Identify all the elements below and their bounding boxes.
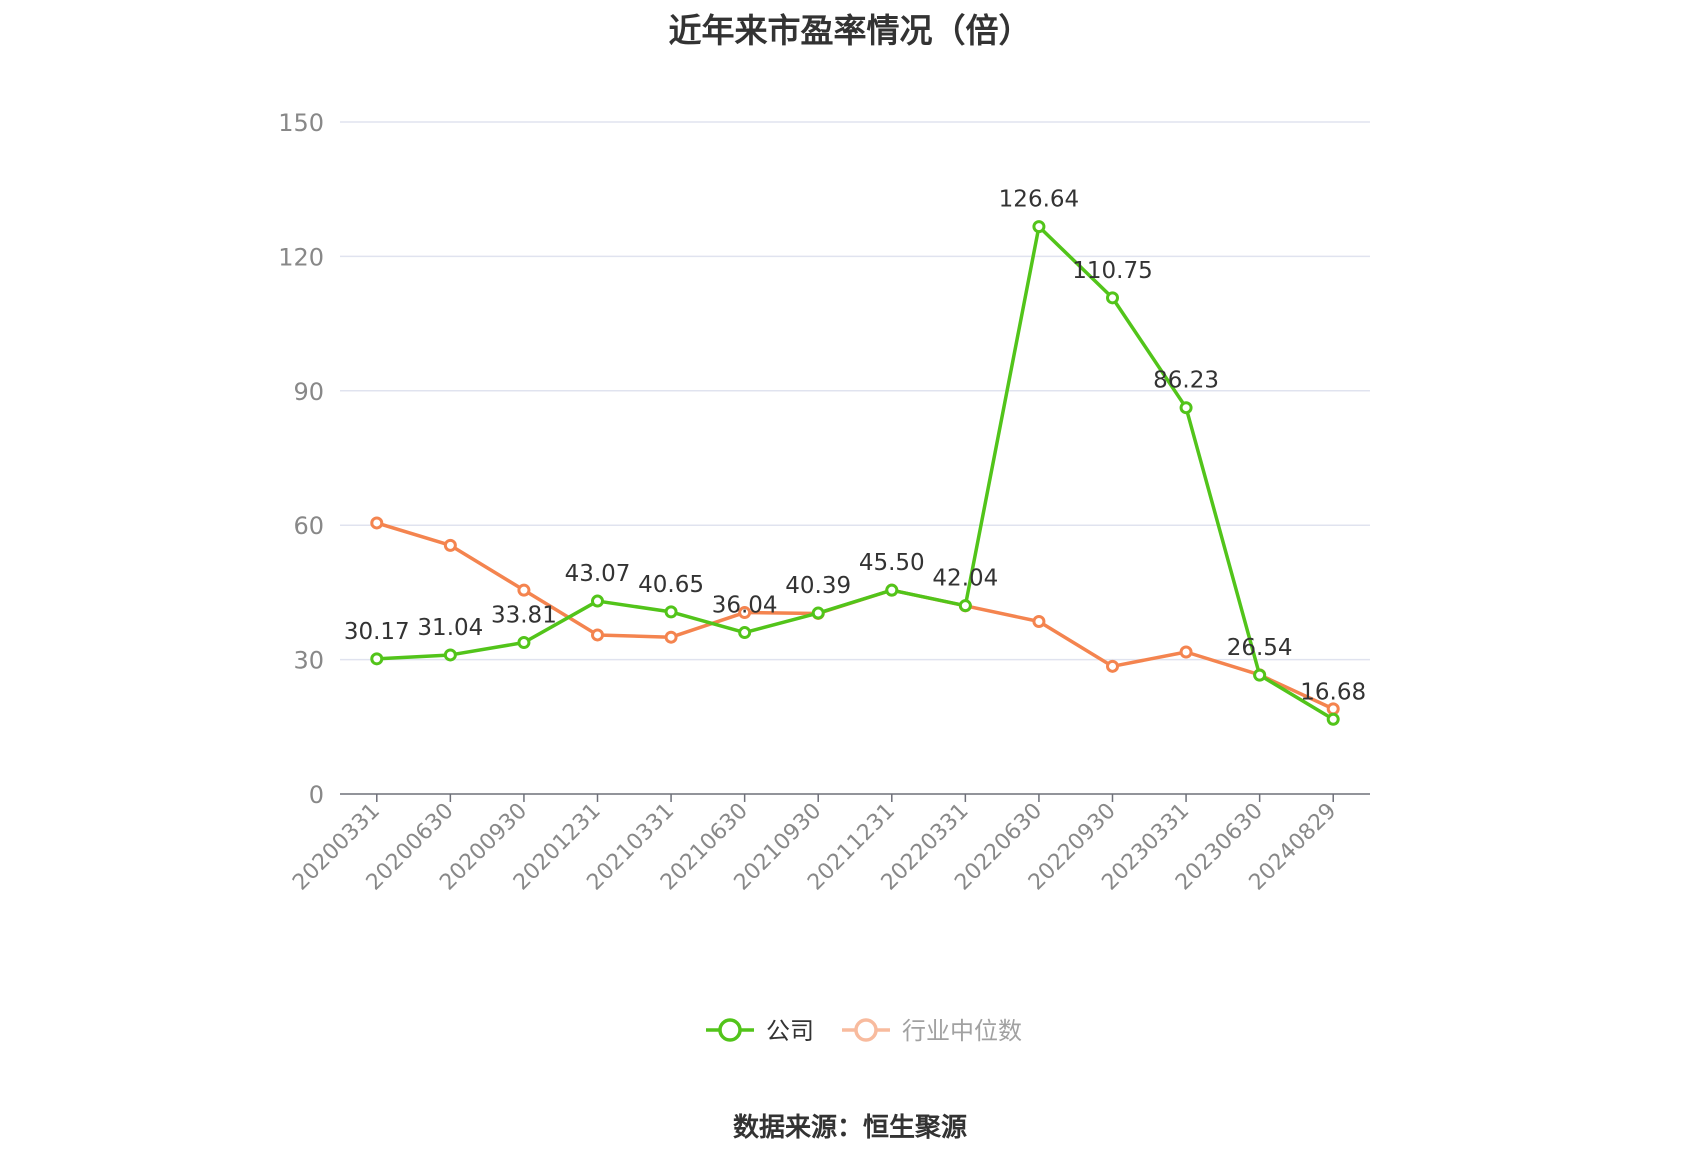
data-label: 40.65 [638, 572, 704, 598]
legend-marker [718, 1018, 742, 1042]
y-tick-label: 60 [293, 512, 324, 540]
data-point [370, 652, 384, 666]
data-label: 33.81 [491, 603, 557, 629]
data-point [1326, 702, 1340, 716]
data-point [811, 606, 825, 620]
data-label: 30.17 [344, 619, 410, 645]
data-point [664, 605, 678, 619]
data-labels: 30.17 31.04 33.81 43.07 40.65 36.04 40.39 45.50… [344, 187, 1366, 706]
data-label: 110.75 [1072, 258, 1152, 284]
data-label: 36.04 [712, 593, 778, 619]
data-point [517, 583, 531, 597]
data-point [1179, 401, 1193, 415]
data-point [591, 594, 604, 608]
y-tick-label: 0 [309, 781, 324, 809]
legend: 公司 行业中位数 [706, 1017, 1022, 1045]
data-point [591, 628, 604, 642]
legend-marker [854, 1018, 878, 1042]
legend-label: 公司 [766, 1017, 814, 1045]
data-point [517, 636, 531, 650]
data-point [370, 516, 384, 530]
data-point [1179, 645, 1193, 659]
data-label: 42.04 [932, 566, 998, 592]
data-point [1326, 712, 1340, 726]
data-point [1106, 291, 1119, 305]
legend-item-company: 公司 [706, 1017, 814, 1045]
data-point [738, 606, 752, 620]
data-label: 31.04 [417, 615, 483, 641]
y-tick-label: 90 [293, 378, 324, 406]
data-label: 126.64 [999, 187, 1079, 213]
source-note: 数据来源：恒生聚源 [732, 1113, 967, 1143]
series-layer [370, 220, 1340, 726]
data-point [1032, 220, 1046, 234]
series-line-company [376, 224, 1335, 721]
y-tick-label: 150 [278, 109, 324, 137]
grid-lines [340, 121, 1370, 661]
data-label: 86.23 [1153, 368, 1219, 394]
x-axis: 2020033120200630202009302020123120210331… [288, 793, 1370, 895]
data-point [443, 648, 457, 662]
data-point [1253, 668, 1267, 682]
data-point [885, 583, 899, 597]
y-tick-label: 120 [278, 243, 324, 271]
data-point [664, 630, 678, 644]
data-point [443, 538, 457, 552]
chart-title: 近年来市盈率情况（倍） [668, 11, 1032, 50]
y-tick-label: 30 [293, 647, 324, 675]
data-point [1106, 659, 1119, 673]
data-label: 45.50 [859, 550, 925, 576]
data-label: 26.54 [1227, 635, 1293, 661]
y-axis: 0 30 60 90 120 150 [278, 109, 324, 809]
data-label: 40.39 [785, 573, 851, 599]
data-label: 16.68 [1300, 679, 1366, 705]
data-point [738, 626, 752, 640]
data-label: 43.07 [565, 561, 631, 587]
legend-label: 行业中位数 [902, 1017, 1022, 1045]
legend-item-industry-median: 行业中位数 [842, 1017, 1022, 1045]
data-point [958, 599, 972, 613]
data-point [1032, 615, 1046, 629]
